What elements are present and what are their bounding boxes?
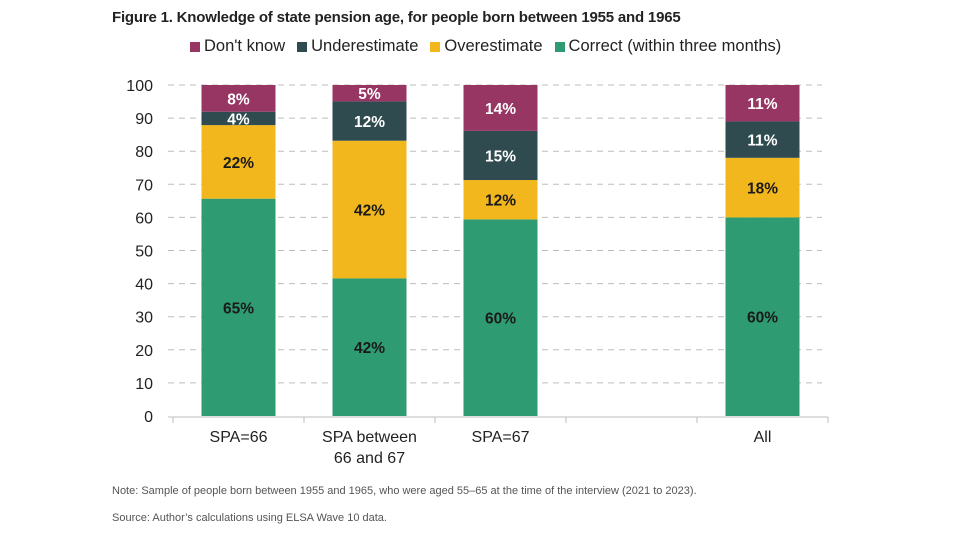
y-tick-label: 30 [135,310,153,327]
data-label: 12% [485,193,516,210]
legend-label: Correct (within three months) [568,37,782,55]
data-label: 11% [747,133,777,150]
y-tick-label: 50 [135,244,153,261]
data-label: 12% [354,114,385,131]
y-tick-label: 60 [135,210,153,227]
data-label: 4% [227,111,250,128]
data-label: 42% [354,203,385,220]
x-tick-label: 66 and 67 [334,450,405,467]
y-tick-label: 0 [144,409,153,426]
chart-source: Source: Author’s calculations using ELSA… [112,512,387,524]
legend-item: Correct (within three months) [554,37,782,56]
data-label: 11% [747,96,777,113]
bar-segment [463,85,538,131]
bar-segment [332,278,407,416]
bar-segment [725,217,800,416]
bar-segment [201,111,276,126]
y-tick-label: 40 [135,277,153,294]
legend-swatch [554,41,565,52]
legend-swatch [430,41,441,52]
legend-item: Underestimate [297,37,418,56]
data-label: 14% [485,101,516,118]
chart-note: Note: Sample of people born between 1955… [112,485,697,497]
bar-segment [463,180,538,220]
y-tick-label: 80 [135,144,153,161]
bar-segment [725,157,800,218]
legend-item: Overestimate [430,37,543,56]
data-label: 22% [223,155,254,172]
x-tick-label: All [754,429,772,446]
legend-swatch [297,41,308,52]
bar-segment [463,219,538,416]
legend-label: Underestimate [311,37,419,55]
data-label: 42% [354,340,385,357]
bar-segment [725,121,800,158]
y-tick-label: 90 [135,111,153,128]
x-tick-label: SPA=67 [472,429,530,446]
data-label: 60% [747,310,778,327]
data-label: 60% [485,311,516,328]
y-tick-label: 100 [126,78,153,95]
bar-segment [332,140,407,279]
data-label: 8% [227,91,250,108]
legend-item: Don't know [190,37,285,56]
y-tick-label: 10 [135,376,153,393]
bar-segment [201,198,276,416]
legend: Don't know Underestimate Overestimate Corre… [190,37,781,56]
x-tick-label: SPA between [322,429,417,446]
data-label: 5% [358,86,381,103]
bar-segment [332,85,407,102]
data-label: 65% [223,300,254,317]
bar-segment [201,125,276,199]
bar-segment [463,130,538,181]
x-tick-label: SPA=66 [210,429,268,446]
data-label: 18% [747,181,778,198]
data-label: 15% [485,148,516,165]
bar-segment [201,85,276,112]
y-tick-label: 20 [135,343,153,360]
legend-swatch [190,41,200,52]
bar-segment [725,85,800,122]
legend-label: Don't know [204,37,286,55]
legend-label: Overestimate [444,37,543,55]
y-tick-label: 70 [135,177,153,194]
chart-title: Figure 1. Knowledge of state pension age… [112,9,681,26]
bar-segment [332,101,407,141]
